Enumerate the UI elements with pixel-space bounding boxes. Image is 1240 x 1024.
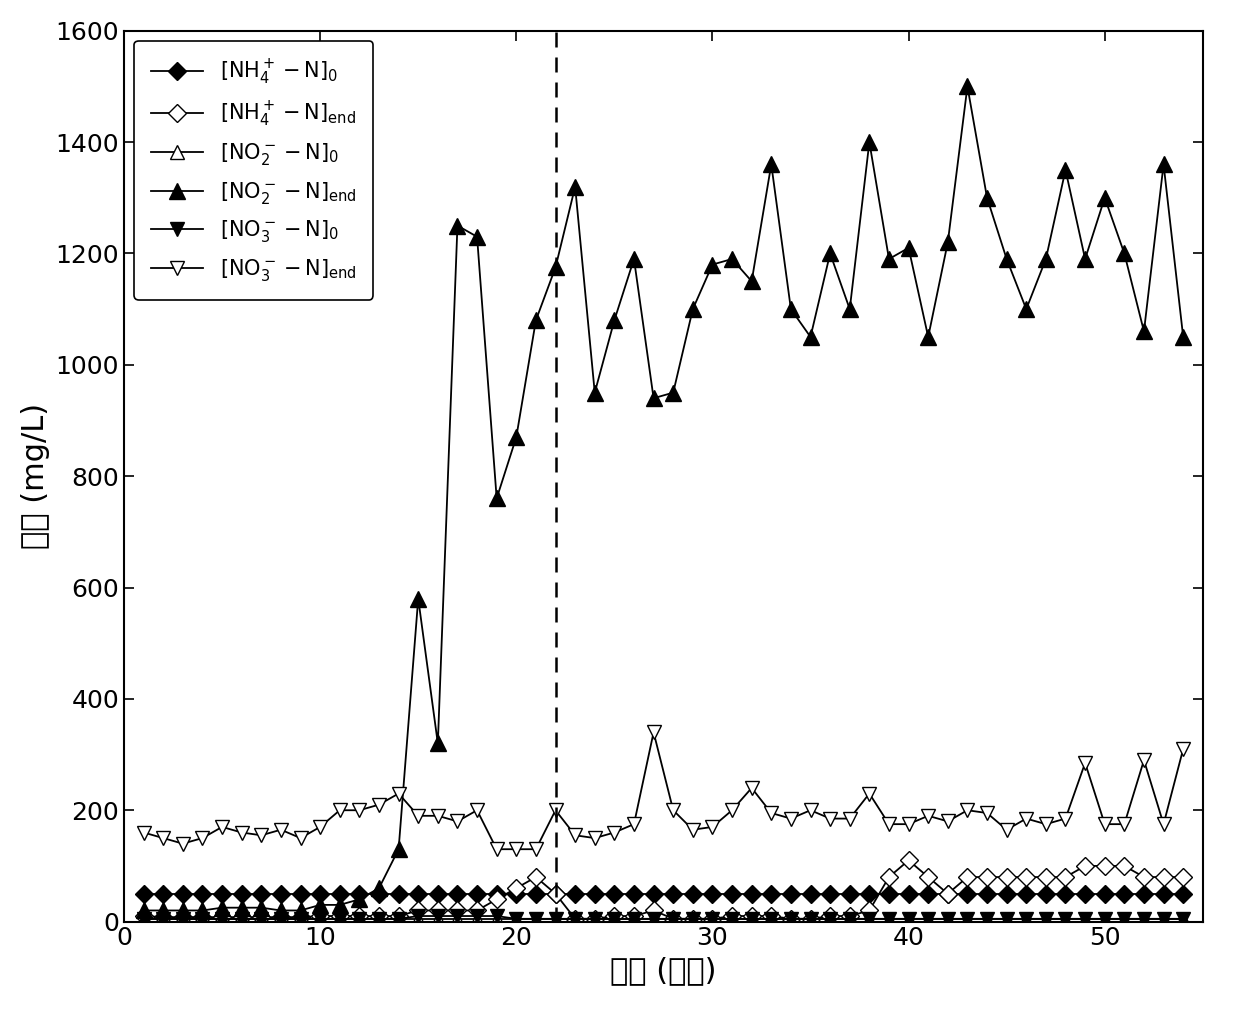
- Y-axis label: 浓度 (mg/L): 浓度 (mg/L): [21, 403, 50, 549]
- X-axis label: 时间 (周期): 时间 (周期): [610, 956, 717, 985]
- Legend: $\mathregular{[NH_4^+-N]_0}$, $\mathregular{[NH_4^+-N]_{end}}$, $\mathregular{[N: $\mathregular{[NH_4^+-N]_0}$, $\mathregu…: [134, 41, 373, 300]
